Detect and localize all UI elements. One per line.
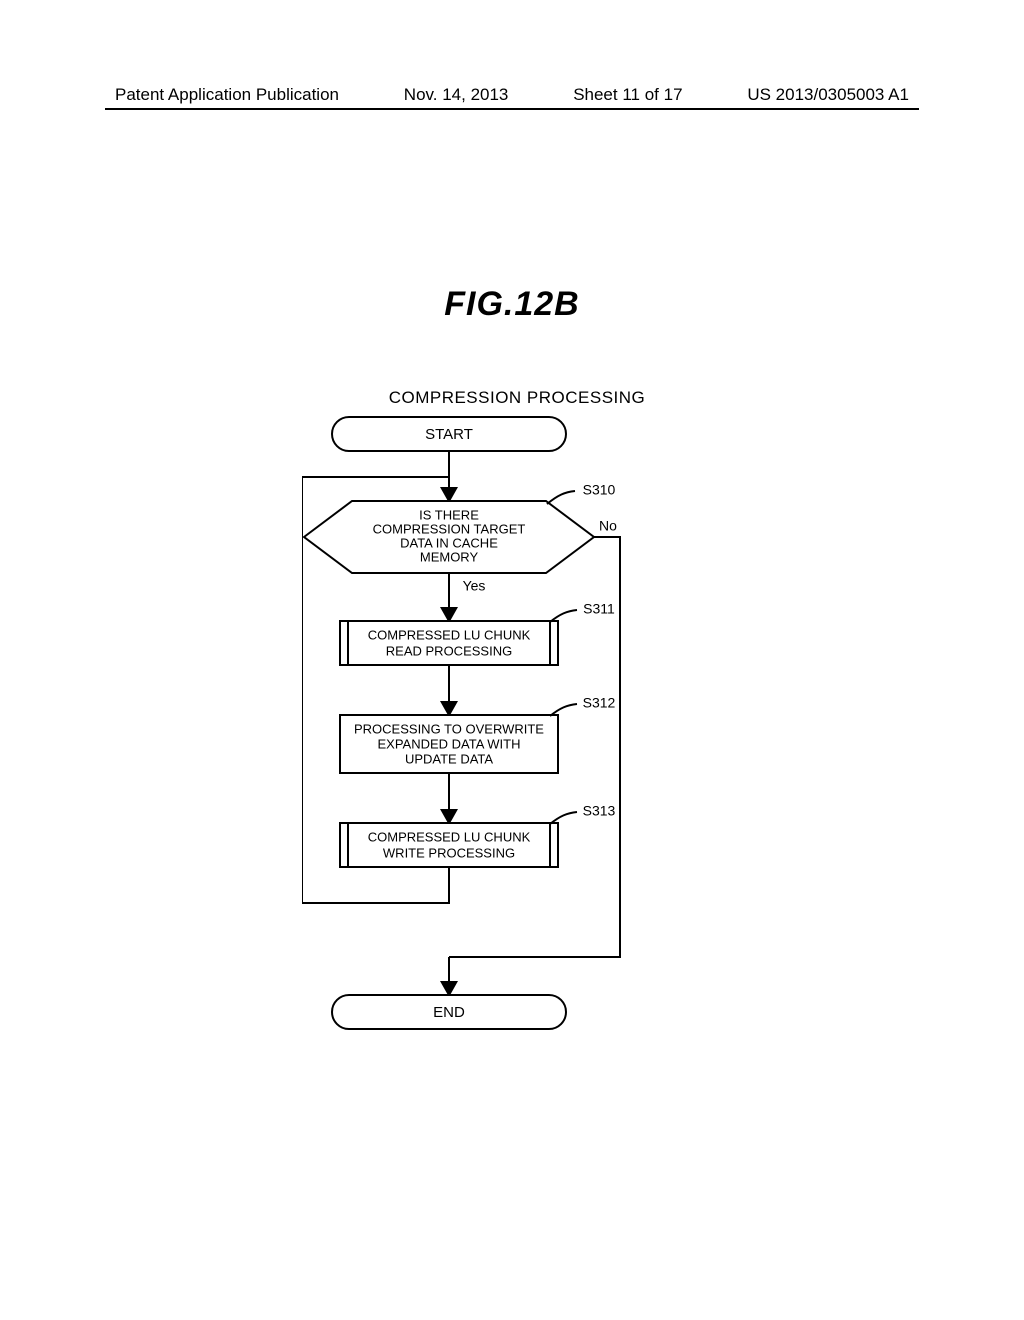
header-sheet: Sheet 11 of 17 xyxy=(573,85,682,105)
step-pointer-s313 xyxy=(550,812,577,824)
step-s311: S311 xyxy=(583,601,615,617)
p313-node: COMPRESSED LU CHUNK WRITE PROCESSING xyxy=(340,823,558,867)
decision-l3: DATA IN CACHE xyxy=(400,535,498,550)
decision-l1: IS THERE xyxy=(419,507,479,522)
p313-l1: COMPRESSED LU CHUNK xyxy=(368,829,531,844)
flowchart: START IS THERE COMPRESSION TARGET DATA I… xyxy=(302,415,722,1045)
decision-yes: Yes xyxy=(463,578,486,594)
p311-l2: READ PROCESSING xyxy=(386,643,512,658)
page-header: Patent Application Publication Nov. 14, … xyxy=(0,85,1024,105)
p312-l3: UPDATE DATA xyxy=(405,751,493,766)
step-s310: S310 xyxy=(583,482,616,498)
decision-l4: MEMORY xyxy=(420,549,479,564)
start-node: START xyxy=(332,417,566,451)
diagram-subtitle: COMPRESSION PROCESSING xyxy=(0,388,1024,408)
header-date: Nov. 14, 2013 xyxy=(404,85,509,105)
decision-node: IS THERE COMPRESSION TARGET DATA IN CACH… xyxy=(304,501,594,573)
end-node: END xyxy=(332,995,566,1029)
start-label: START xyxy=(425,426,473,443)
step-pointer-s311 xyxy=(550,610,577,622)
step-pointer-s312 xyxy=(550,704,577,716)
figure-title: FIG.12B xyxy=(0,285,1024,324)
p312-l2: EXPANDED DATA WITH xyxy=(377,736,520,751)
step-s312: S312 xyxy=(583,695,616,711)
header-pubno: US 2013/0305003 A1 xyxy=(747,85,909,105)
step-pointer-s310 xyxy=(547,491,575,504)
header-rule xyxy=(105,108,919,110)
p311-l1: COMPRESSED LU CHUNK xyxy=(368,627,531,642)
step-s313: S313 xyxy=(583,803,616,819)
end-label: END xyxy=(433,1004,465,1021)
p311-node: COMPRESSED LU CHUNK READ PROCESSING xyxy=(340,621,558,665)
decision-l2: COMPRESSION TARGET xyxy=(373,521,526,536)
p312-node: PROCESSING TO OVERWRITE EXPANDED DATA WI… xyxy=(340,715,558,773)
p312-l1: PROCESSING TO OVERWRITE xyxy=(354,721,544,736)
header-left: Patent Application Publication xyxy=(115,85,339,105)
decision-no: No xyxy=(599,518,617,534)
p313-l2: WRITE PROCESSING xyxy=(383,845,515,860)
